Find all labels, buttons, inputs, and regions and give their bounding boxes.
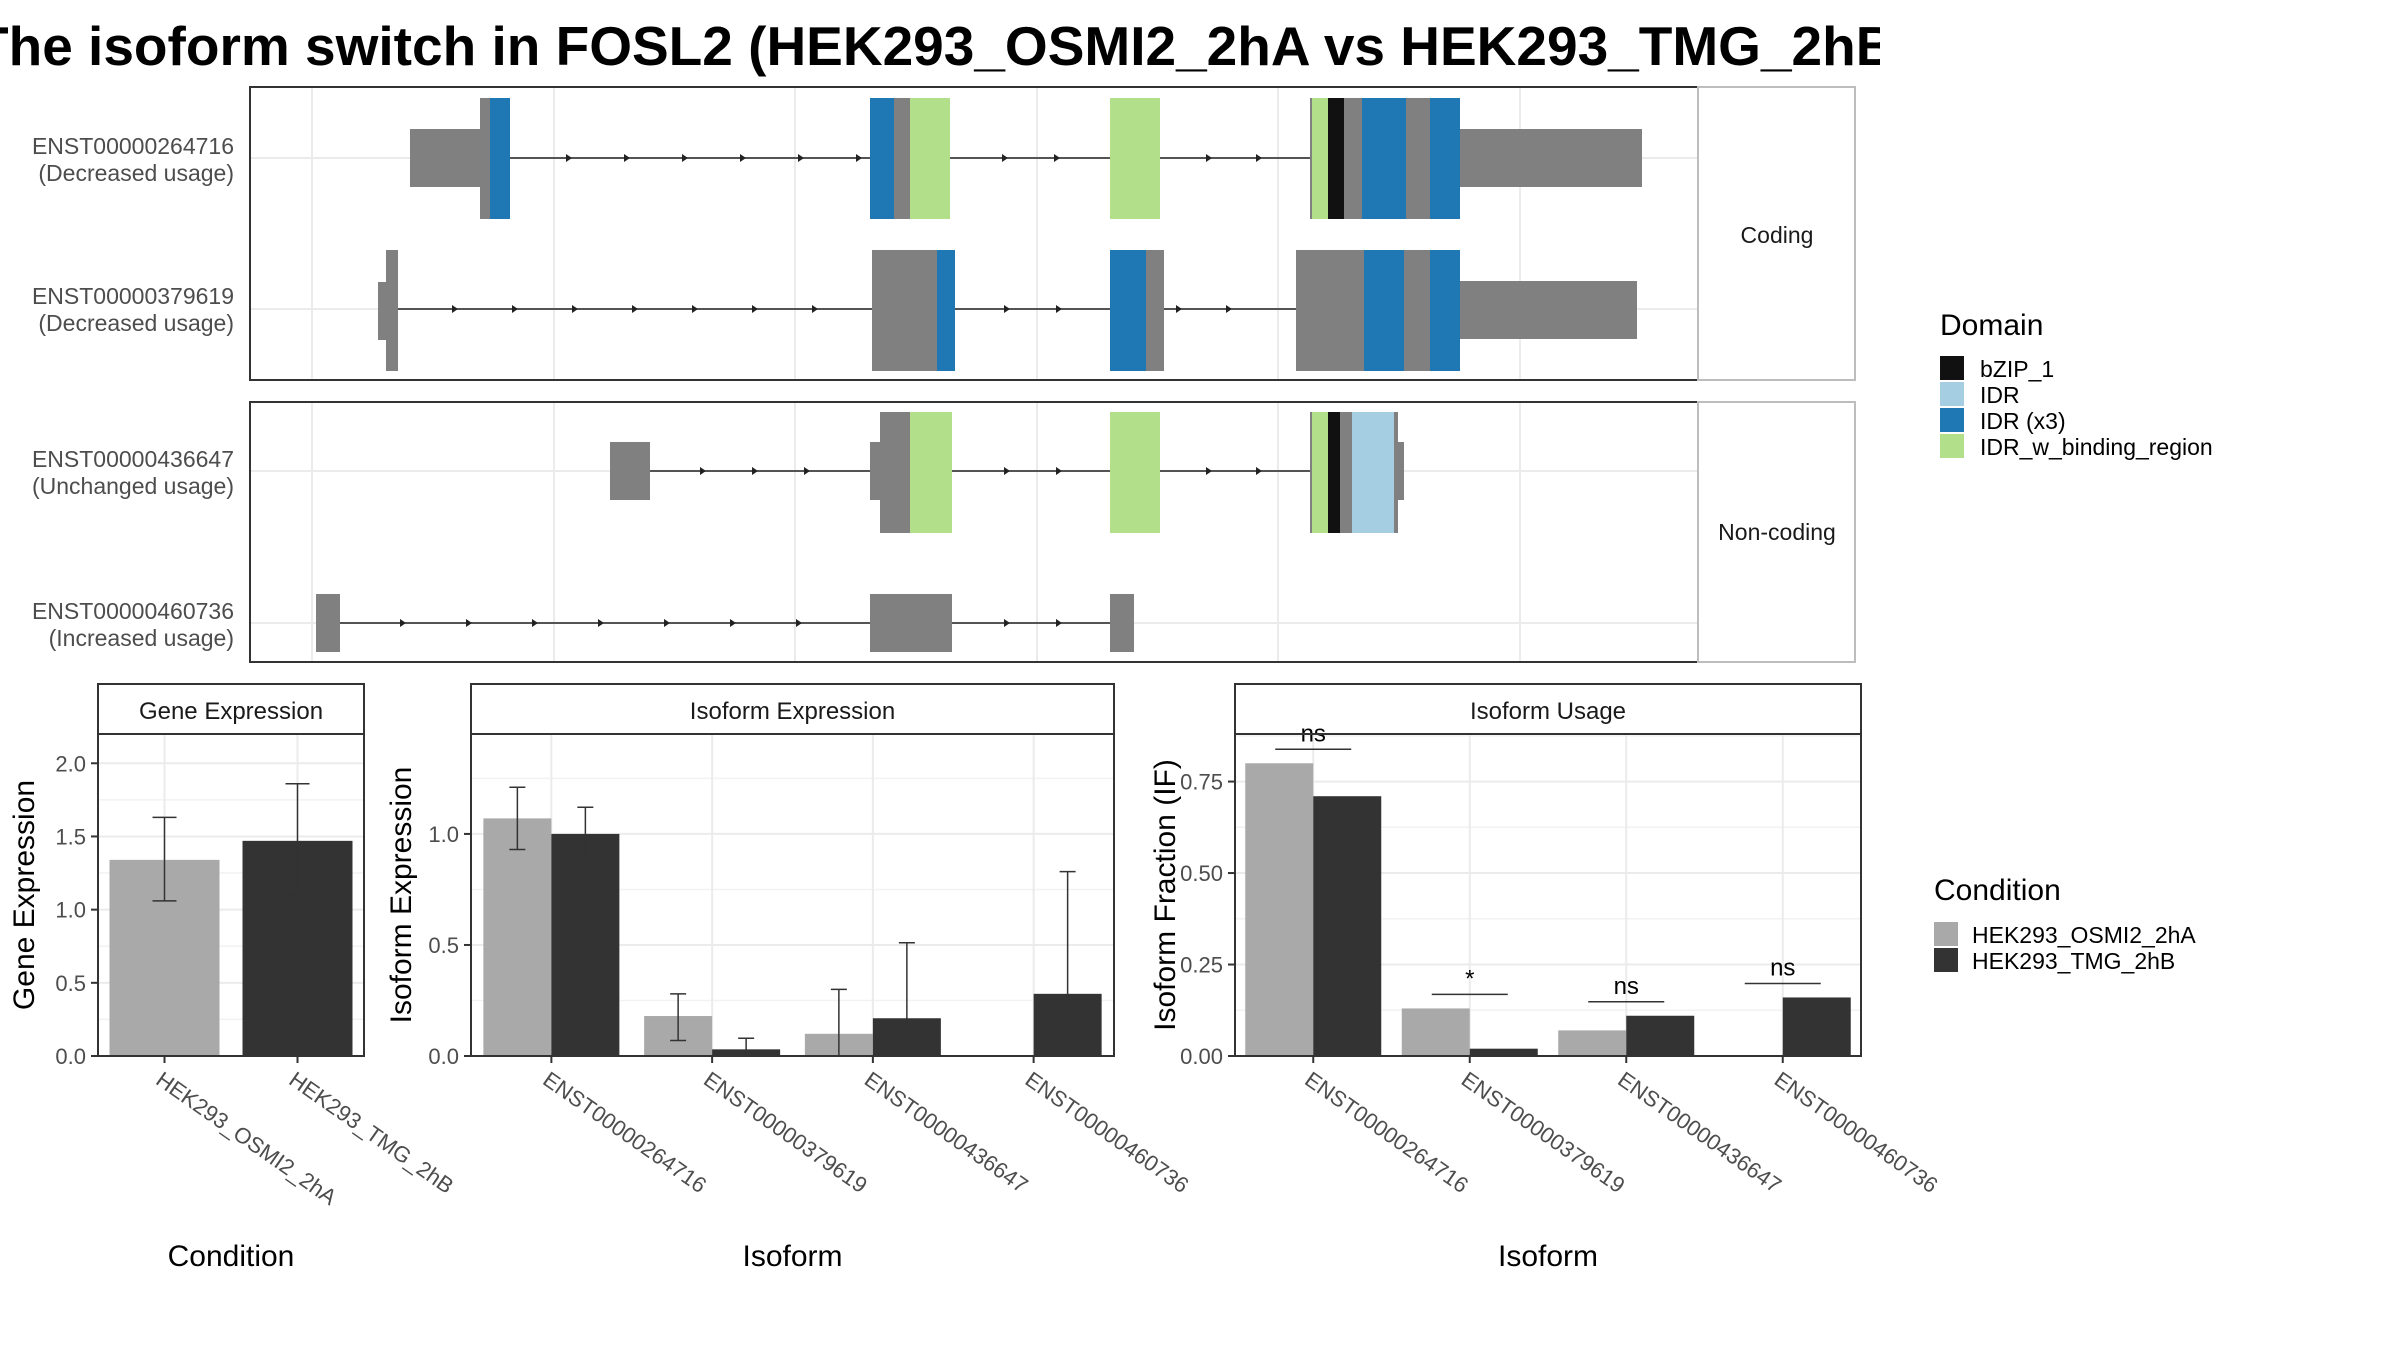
domain-swatch-idr-x3 <box>1940 408 1964 432</box>
domain-swatch-idr <box>1940 382 1964 406</box>
significance-label: ns <box>1614 973 1639 1000</box>
isoform-expression-chart: Isoform Expression 0.0 0.5 1.0 ENST000002647… <box>385 683 1194 1273</box>
y-tick-label: 0.5 <box>428 933 459 958</box>
y-tick-label: 1.0 <box>428 822 459 847</box>
y-tick-label: 0.5 <box>55 971 86 996</box>
bar <box>1782 997 1851 1056</box>
domain-swatch-bzip <box>1940 356 1964 380</box>
transcript-usage-label: (Decreased usage) <box>38 310 234 336</box>
y-axis-title: Gene Expression <box>8 780 41 1010</box>
transcript-id-label: ENST00000264716 <box>32 133 234 159</box>
panel-border <box>470 733 1115 1057</box>
y-tick-label: 1.5 <box>55 824 86 849</box>
y-axis-title: Isoform Expression <box>385 767 418 1024</box>
transcript-model-379619 <box>378 250 1637 371</box>
bar <box>551 833 620 1056</box>
bar <box>1245 763 1314 1056</box>
transcript-model-460736 <box>316 594 1134 652</box>
domain-legend-label: IDR_w_binding_region <box>1980 434 2213 460</box>
coding-facet-strip <box>1697 86 1856 381</box>
transcript-model-264716 <box>410 98 1642 219</box>
transcript-usage-label: (Unchanged usage) <box>32 473 234 499</box>
y-tick-label: 1.0 <box>55 898 86 923</box>
condition-swatch-tmg <box>1934 948 1958 972</box>
y-tick-label: 0.0 <box>428 1044 459 1069</box>
panel-title: Gene Expression <box>139 698 323 725</box>
x-tick-label: ENST00000436647 <box>860 1067 1033 1198</box>
x-tick-label: ENST00000436647 <box>1613 1067 1786 1198</box>
transcript-structure-panel: Coding Non-coding ENST00000264716 (Decre… <box>32 86 1856 663</box>
facet-strip <box>470 683 1115 735</box>
x-axis-title: Isoform <box>742 1240 842 1273</box>
domain-legend-label: IDR (x3) <box>1980 408 2066 434</box>
bar <box>1469 1048 1538 1056</box>
noncoding-facet-strip <box>1697 401 1856 663</box>
domain-legend-label: IDR <box>1980 382 2020 408</box>
condition-swatch-osmi2 <box>1934 922 1958 946</box>
domain-legend: Domain bZIP_1 IDR IDR (x3) IDR_w_binding… <box>1940 309 2213 460</box>
y-tick-label: 0.25 <box>1180 953 1223 978</box>
y-axis-title: Isoform Fraction (IF) <box>1149 759 1182 1031</box>
facet-label-coding: Coding <box>1741 222 1814 248</box>
significance-label: ns <box>1770 954 1795 981</box>
condition-legend-label: HEK293_TMG_2hB <box>1972 948 2175 974</box>
domain-legend-title: Domain <box>1940 309 2043 342</box>
facet-label-noncoding: Non-coding <box>1718 519 1836 545</box>
x-tick-label: ENST00000379619 <box>699 1067 872 1198</box>
transcript-usage-label: (Decreased usage) <box>38 160 234 186</box>
transcript-id-label: ENST00000379619 <box>32 283 234 309</box>
condition-legend: Condition HEK293_OSMI2_2hA HEK293_TMG_2h… <box>1934 874 2196 974</box>
x-axis-title: Isoform <box>1498 1240 1598 1273</box>
domain-swatch-idr-binding <box>1940 434 1964 458</box>
domain-legend-label: bZIP_1 <box>1980 356 2054 382</box>
condition-legend-label: HEK293_OSMI2_2hA <box>1972 922 2196 948</box>
significance-label: * <box>1465 965 1474 992</box>
panel-border <box>1234 733 1862 1057</box>
bar <box>483 818 552 1056</box>
x-tick-label: ENST00000264716 <box>539 1067 712 1198</box>
y-tick-label: 0.0 <box>55 1044 86 1069</box>
panel-border <box>97 733 365 1057</box>
bar <box>1626 1015 1695 1056</box>
x-tick-label: ENST00000460736 <box>1021 1067 1194 1198</box>
transcript-model-436647 <box>610 412 1404 533</box>
transcript-usage-label: (Increased usage) <box>49 625 234 651</box>
facet-strip <box>97 683 365 735</box>
y-tick-label: 2.0 <box>55 751 86 776</box>
y-tick-label: 0.00 <box>1180 1044 1223 1069</box>
panel-title: Isoform Usage <box>1470 698 1626 725</box>
bar <box>1401 1008 1470 1056</box>
transcript-id-label: ENST00000436647 <box>32 446 234 472</box>
page-title: The isoform switch in FOSL2 (HEK293_OSMI… <box>0 6 1880 86</box>
x-tick-label: ENST00000264716 <box>1300 1067 1473 1198</box>
x-axis-title: Condition <box>168 1240 295 1273</box>
condition-legend-title: Condition <box>1934 874 2061 907</box>
y-tick-label: 0.50 <box>1180 861 1223 886</box>
panel-title: Isoform Expression <box>690 698 895 725</box>
bar <box>1313 796 1382 1056</box>
x-tick-label: ENST00000379619 <box>1457 1067 1630 1198</box>
y-tick-label: 0.75 <box>1180 770 1223 795</box>
transcript-id-label: ENST00000460736 <box>32 598 234 624</box>
page-title-text: The isoform switch in FOSL2 (HEK293_OSMI… <box>0 15 1880 77</box>
x-tick-label: ENST00000460736 <box>1770 1067 1943 1198</box>
bar <box>1558 1030 1627 1056</box>
